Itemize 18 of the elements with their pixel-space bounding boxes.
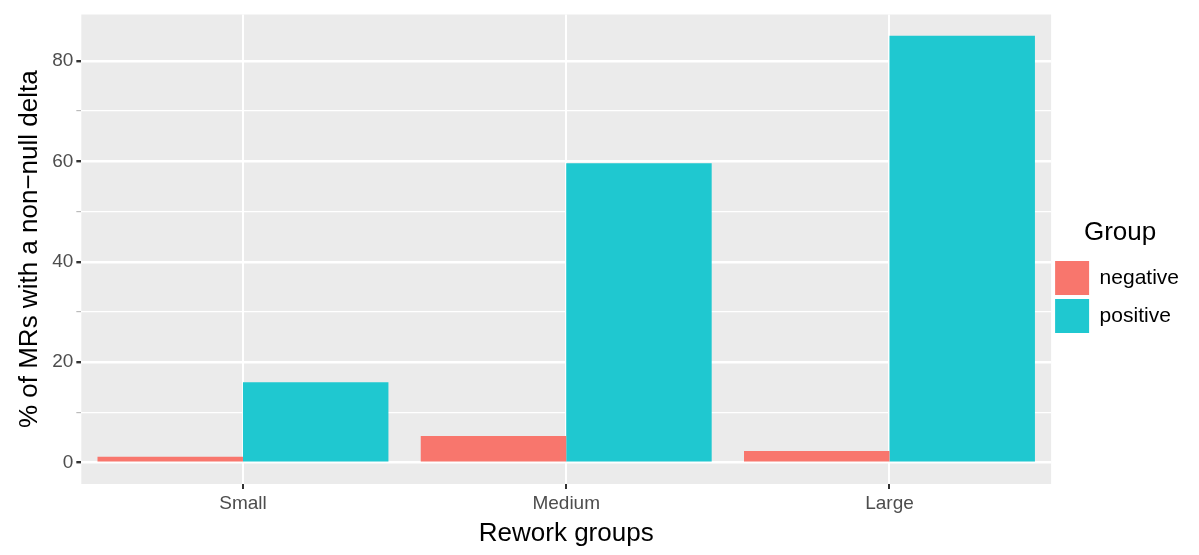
bar <box>420 436 567 462</box>
y-axis-title: % of MRs with a non−null delta <box>12 69 43 429</box>
y-tick-label: 80 <box>52 49 74 71</box>
bar <box>889 35 1035 462</box>
legend-label: negative <box>1099 264 1180 288</box>
bar <box>744 451 890 462</box>
y-tick-label: 60 <box>52 149 74 171</box>
bar <box>242 382 389 462</box>
x-tick-label: Medium <box>532 491 601 513</box>
y-tick-label: 20 <box>52 350 74 372</box>
bar <box>566 163 712 462</box>
x-tick-label: Large <box>865 491 914 513</box>
legend-label: positive <box>1099 302 1171 326</box>
x-tick-label: Small <box>219 491 267 513</box>
x-axis-title: Rework groups <box>478 516 654 547</box>
legend-title: Group <box>1083 216 1157 247</box>
y-tick-label: 0 <box>62 450 74 472</box>
y-tick-label: 40 <box>52 249 74 271</box>
